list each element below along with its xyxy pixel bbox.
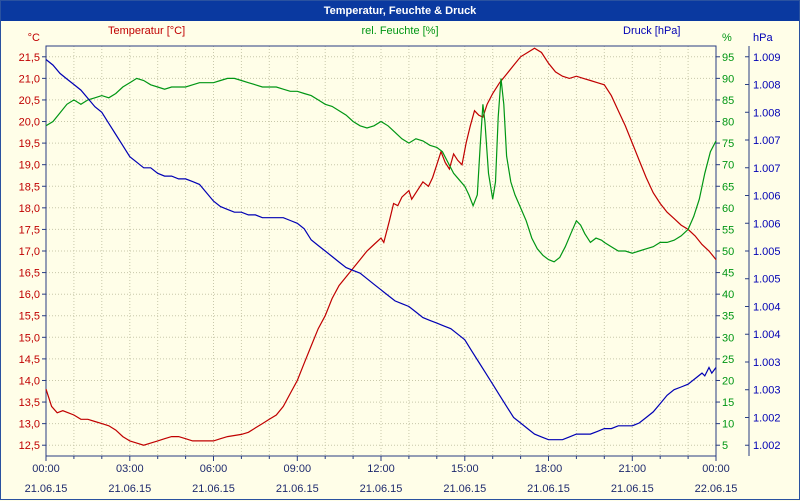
pressure-tick-label: 1.003 bbox=[753, 385, 781, 397]
humidity-tick-label: 50 bbox=[722, 246, 734, 258]
pressure-tick-label: 1.007 bbox=[753, 163, 781, 175]
temperature-tick-label: 16,0 bbox=[19, 289, 40, 301]
humidity-tick-label: 80 bbox=[722, 117, 734, 129]
humidity-tick-label: 95 bbox=[722, 52, 734, 64]
humidity-tick-label: 35 bbox=[722, 311, 734, 323]
legend-pressure: Druck [hPa] bbox=[623, 25, 681, 37]
pressure-tick-label: 1.005 bbox=[753, 274, 781, 286]
x-date-label: 21.06.15 bbox=[527, 483, 570, 495]
legend-humidity: rel. Feuchte [%] bbox=[361, 25, 439, 37]
humidity-tick-label: 15 bbox=[722, 397, 734, 409]
temperature-tick-label: 19,5 bbox=[19, 138, 40, 150]
title-bar: Temperatur, Feuchte & Druck bbox=[1, 1, 799, 21]
x-tick-label: 00:00 bbox=[702, 463, 730, 475]
pressure-tick-label: 1.004 bbox=[753, 301, 781, 313]
humidity-tick-label: 75 bbox=[722, 138, 734, 150]
temperature-tick-label: 15,0 bbox=[19, 332, 40, 344]
x-date-label: 22.06.15 bbox=[695, 483, 738, 495]
temperature-tick-label: 13,5 bbox=[19, 397, 40, 409]
x-date-label: 21.06.15 bbox=[611, 483, 654, 495]
pressure-tick-label: 1.009 bbox=[753, 52, 781, 64]
x-date-label: 21.06.15 bbox=[108, 483, 151, 495]
temperature-tick-label: 16,5 bbox=[19, 268, 40, 280]
pressure-tick-label: 1.004 bbox=[753, 329, 781, 341]
temperature-tick-label: 13,0 bbox=[19, 419, 40, 431]
temperature-tick-label: 20,0 bbox=[19, 117, 40, 129]
humidity-tick-label: 45 bbox=[722, 268, 734, 280]
humidity-tick-label: 5 bbox=[722, 440, 728, 452]
pressure-tick-label: 1.006 bbox=[753, 218, 781, 230]
temperature-tick-label: 17,0 bbox=[19, 246, 40, 258]
humidity-tick-label: 55 bbox=[722, 224, 734, 236]
humidity-tick-label: 30 bbox=[722, 332, 734, 344]
x-date-label: 21.06.15 bbox=[443, 483, 486, 495]
x-date-label: 21.06.15 bbox=[276, 483, 319, 495]
pressure-series bbox=[45, 59, 717, 441]
temperature-tick-label: 19,0 bbox=[19, 160, 40, 172]
humidity-tick-label: 60 bbox=[722, 203, 734, 215]
temperature-tick-label: 18,5 bbox=[19, 181, 40, 193]
humidity-axis-unit: % bbox=[722, 32, 732, 44]
temperature-tick-label: 14,0 bbox=[19, 375, 40, 387]
humidity-series bbox=[45, 77, 717, 263]
x-tick-label: 06:00 bbox=[200, 463, 228, 475]
window-title: Temperatur, Feuchte & Druck bbox=[323, 5, 477, 17]
x-date-label: 21.06.15 bbox=[360, 483, 403, 495]
temperature-tick-label: 18,0 bbox=[19, 203, 40, 215]
humidity-tick-label: 70 bbox=[722, 160, 734, 172]
pressure-tick-label: 1.006 bbox=[753, 191, 781, 203]
humidity-tick-label: 40 bbox=[722, 289, 734, 301]
x-tick-label: 00:00 bbox=[32, 463, 60, 475]
x-tick-label: 21:00 bbox=[619, 463, 647, 475]
pressure-tick-label: 1.002 bbox=[753, 440, 781, 452]
x-date-label: 21.06.15 bbox=[25, 483, 68, 495]
humidity-tick-label: 85 bbox=[722, 95, 734, 107]
pressure-tick-label: 1.002 bbox=[753, 412, 781, 424]
temperature-tick-label: 21,0 bbox=[19, 73, 40, 85]
humidity-tick-label: 20 bbox=[722, 375, 734, 387]
temperature-tick-label: 20,5 bbox=[19, 95, 40, 107]
temperature-tick-label: 14,5 bbox=[19, 354, 40, 366]
temperature-tick-label: 21,5 bbox=[19, 52, 40, 64]
temperature-axis-unit: °C bbox=[28, 32, 40, 44]
humidity-tick-label: 65 bbox=[722, 181, 734, 193]
pressure-tick-label: 1.005 bbox=[753, 246, 781, 258]
x-tick-label: 03:00 bbox=[116, 463, 144, 475]
chart-legend: Temperatur [°C] rel. Feuchte [%] Druck [… bbox=[1, 21, 799, 41]
humidity-tick-label: 10 bbox=[722, 419, 734, 431]
x-tick-label: 15:00 bbox=[451, 463, 479, 475]
x-tick-label: 09:00 bbox=[284, 463, 312, 475]
temperature-tick-label: 12,5 bbox=[19, 440, 40, 452]
temperature-series bbox=[45, 47, 717, 446]
pressure-tick-label: 1.007 bbox=[753, 135, 781, 147]
x-tick-label: 18:00 bbox=[535, 463, 563, 475]
chart: 21,5 21,0 20,5 20,0 19,5 19,0 18,5 18,0 17,5 17,0… bbox=[19, 32, 781, 495]
pressure-tick-label: 1.003 bbox=[753, 357, 781, 369]
pressure-axis-unit: hPa bbox=[753, 32, 773, 44]
x-date-label: 21.06.15 bbox=[192, 483, 235, 495]
legend-temperature: Temperatur [°C] bbox=[108, 25, 186, 37]
humidity-tick-label: 90 bbox=[722, 73, 734, 85]
pressure-tick-label: 1.008 bbox=[753, 80, 781, 92]
x-tick-label: 12:00 bbox=[367, 463, 395, 475]
humidity-tick-label: 25 bbox=[722, 354, 734, 366]
temperature-tick-label: 17,5 bbox=[19, 224, 40, 236]
pressure-tick-label: 1.008 bbox=[753, 107, 781, 119]
temperature-tick-label: 15,5 bbox=[19, 311, 40, 323]
